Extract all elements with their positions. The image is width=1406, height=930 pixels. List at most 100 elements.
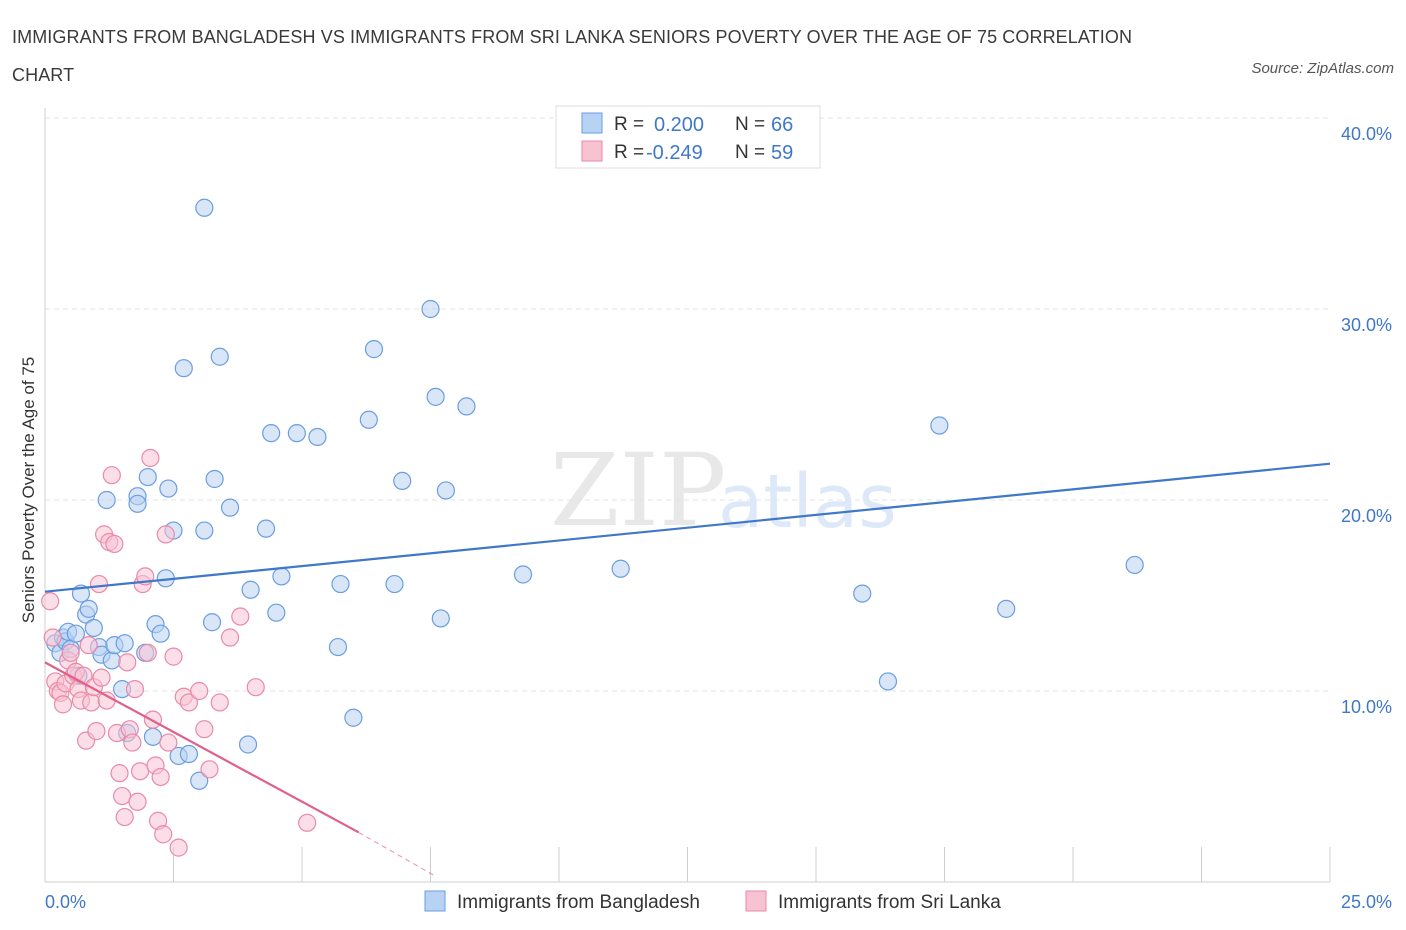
bangladesh-point [331, 574, 350, 594]
bangladesh-point [195, 521, 214, 540]
legend-swatch-srilanka [581, 140, 603, 162]
srilanka-point [41, 592, 60, 611]
srilanka-point [105, 534, 124, 554]
srilanka-point [79, 636, 98, 655]
bangladesh-point [272, 567, 291, 586]
bangladesh-point [97, 490, 116, 510]
bangladesh-point [421, 299, 440, 319]
srilanka-point [123, 733, 142, 752]
bangladesh-point [878, 672, 898, 691]
srilanka-point [164, 647, 183, 666]
srilanka-point [200, 760, 219, 779]
srilanka-point [179, 693, 199, 712]
stats-legend: R = 0.200 N = 66 R = -0.249 N = 59 [555, 105, 821, 169]
bangladesh-point [287, 424, 306, 443]
bangladesh-point [344, 708, 363, 727]
srilanka-point [195, 720, 214, 739]
srilanka-point [220, 628, 240, 647]
bangladesh-point [179, 744, 199, 764]
bangladesh-point [457, 397, 476, 416]
srilanka-point [92, 668, 111, 687]
srilanka-trend-line [44, 661, 360, 834]
bangladesh-point [359, 410, 378, 429]
x-tick-label: 0.0% [45, 892, 86, 912]
srilanka-point [169, 838, 188, 857]
y-tick-label: 40.0% [1341, 124, 1392, 144]
srilanka-point [159, 733, 178, 752]
legend-r-label: R = [614, 142, 644, 163]
data-points [41, 198, 1144, 857]
bangladesh-point [238, 735, 258, 754]
legend-r-label: R = [614, 114, 644, 135]
bangladesh-point [426, 387, 445, 406]
bangladesh-point [853, 584, 872, 603]
y-tick-label: 30.0% [1341, 315, 1392, 335]
bangladesh-point [436, 481, 456, 500]
watermark-zip: ZIP [550, 432, 726, 549]
srilanka-point [110, 764, 129, 783]
bangladesh-point [138, 467, 157, 487]
srilanka-trend-extension [358, 831, 436, 877]
bangladesh-point [115, 634, 134, 653]
series-legend: Immigrants from Bangladesh Immigrants fr… [424, 890, 1001, 913]
bangladesh-point [611, 559, 630, 578]
bottom-legend-swatch-bangladesh [424, 890, 446, 912]
bangladesh-point [102, 651, 121, 670]
legend-swatch-bangladesh [581, 112, 603, 134]
bangladesh-trend-line [44, 462, 1331, 593]
srilanka-point [154, 825, 173, 844]
bangladesh-point [997, 599, 1016, 618]
srilanka-point [125, 679, 145, 699]
srilanka-point [246, 678, 265, 697]
y-tick-label: 20.0% [1341, 506, 1392, 526]
x-tick-label: 25.0% [1341, 892, 1392, 912]
bangladesh-point [1125, 555, 1144, 575]
srilanka-point [138, 643, 157, 662]
srilanka-point [87, 722, 106, 741]
bangladesh-point [174, 359, 193, 378]
axes [44, 108, 1331, 883]
bangladesh-point [364, 340, 384, 359]
chart-title: IMMIGRANTS FROM BANGLADESH VS IMMIGRANTS… [12, 27, 1133, 85]
bangladesh-point [328, 637, 348, 657]
legend-n-label: N = [735, 142, 765, 163]
bangladesh-point [256, 519, 276, 538]
srilanka-point [43, 628, 62, 647]
srilanka-point [190, 681, 209, 701]
bangladesh-point [241, 580, 260, 599]
srilanka-point [82, 693, 101, 712]
bangladesh-point [393, 471, 412, 490]
bangladesh-point [930, 416, 949, 435]
trend-lines [44, 462, 1331, 877]
srilanka-point [130, 762, 150, 781]
watermark-atlas: atlas [718, 459, 897, 545]
legend-r-value: 0.200 [654, 114, 704, 136]
srilanka-point [112, 786, 132, 806]
bangladesh-point [267, 603, 286, 622]
bottom-legend-swatch-srilanka [745, 890, 767, 912]
srilanka-point [118, 653, 137, 672]
bangladesh-point [202, 613, 222, 632]
bangladesh-point [431, 609, 450, 628]
srilanka-point [115, 807, 134, 827]
bangladesh-point [79, 599, 98, 618]
bangladesh-point [385, 574, 404, 594]
bangladesh-point [220, 498, 240, 517]
bangladesh-point [262, 424, 281, 443]
gridlines [45, 117, 1330, 692]
bangladesh-point [210, 347, 229, 366]
srilanka-point [128, 792, 147, 811]
bottom-legend-label-srilanka: Immigrants from Sri Lanka [778, 892, 1001, 913]
srilanka-point [102, 466, 121, 485]
source-note: Source: ZipAtlas.com [1251, 60, 1394, 77]
srilanka-point [61, 643, 80, 662]
srilanka-point [151, 767, 170, 787]
bangladesh-point [128, 494, 147, 513]
bangladesh-point [205, 469, 224, 489]
bangladesh-point [66, 624, 85, 643]
bottom-legend-label-bangladesh: Immigrants from Bangladesh [457, 892, 700, 913]
bangladesh-point [159, 479, 178, 498]
bangladesh-point [308, 427, 327, 447]
y-tick-label: 10.0% [1341, 697, 1392, 717]
